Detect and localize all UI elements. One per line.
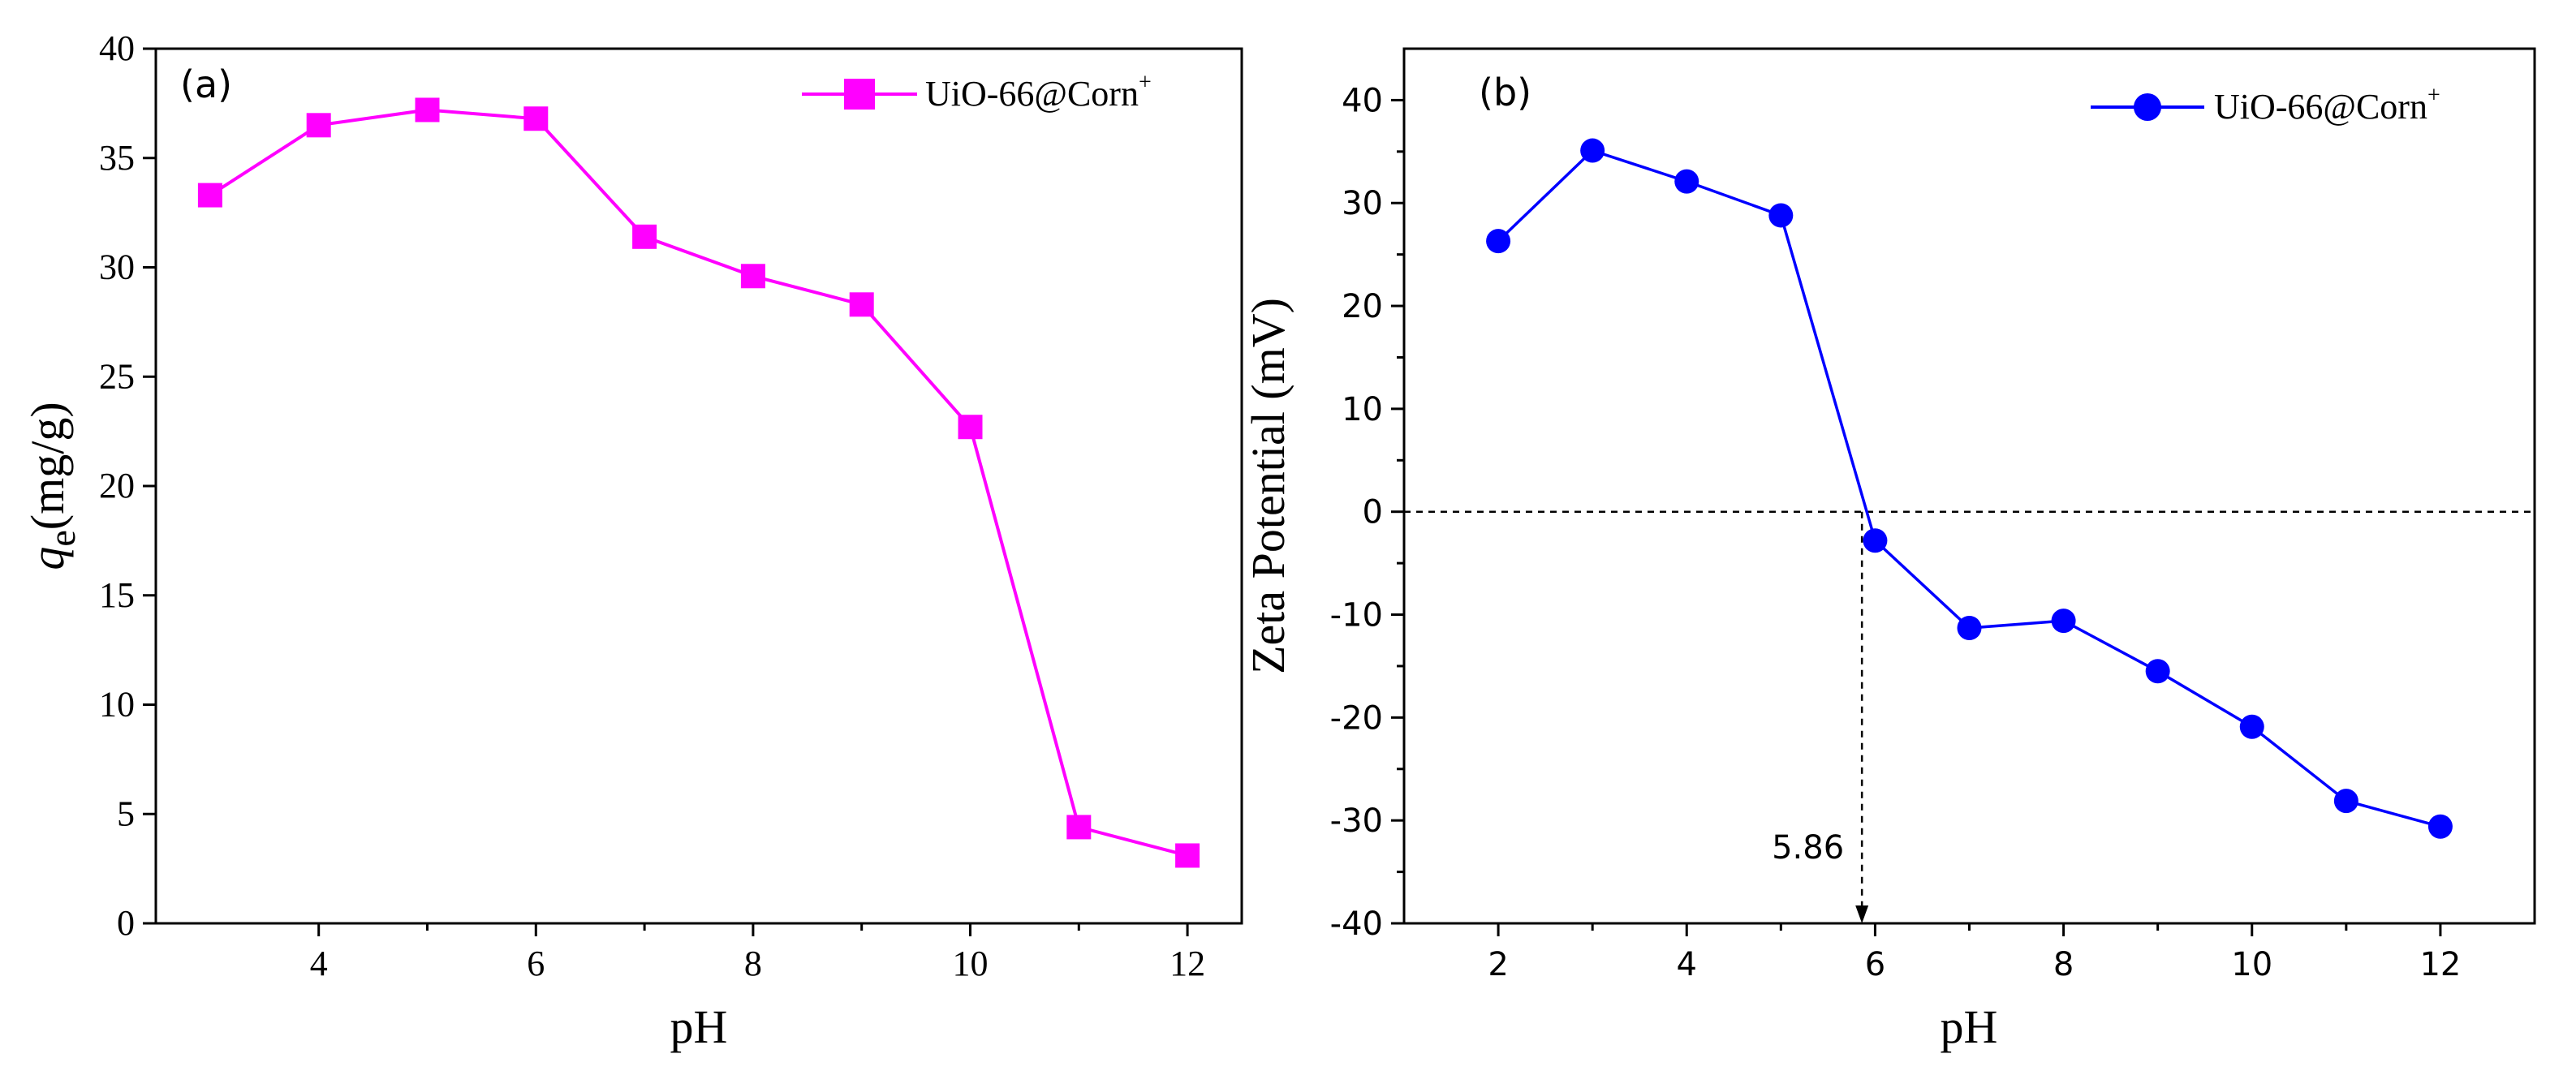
y-tick-label: 35 bbox=[99, 138, 135, 178]
x-axis-label-b: pH bbox=[1941, 1000, 1998, 1053]
data-point bbox=[2427, 814, 2453, 839]
y-tick-label: 10 bbox=[1342, 391, 1383, 428]
y-tick-label: 5 bbox=[117, 794, 135, 833]
data-point bbox=[2239, 714, 2264, 739]
data-point bbox=[1768, 203, 1794, 228]
y-tick-label: 40 bbox=[99, 28, 135, 68]
plot-frame-b bbox=[1402, 47, 2536, 925]
data-point bbox=[632, 224, 657, 249]
x-tick-label: 4 bbox=[310, 944, 328, 983]
data-point bbox=[306, 113, 331, 138]
series-markers-a bbox=[197, 97, 1200, 868]
y-tick-label: 15 bbox=[99, 575, 135, 615]
data-point bbox=[197, 183, 222, 208]
y-tick-label: 20 bbox=[1342, 288, 1383, 325]
data-point bbox=[958, 415, 983, 440]
data-point bbox=[1486, 229, 1511, 254]
x-tick-label: 10 bbox=[2231, 946, 2272, 983]
data-point bbox=[415, 97, 440, 123]
series-line-a bbox=[209, 108, 1188, 858]
data-point bbox=[2145, 659, 2170, 684]
panel-label-b: (b) bbox=[1479, 71, 1531, 114]
y-tick-label: -30 bbox=[1330, 802, 1383, 840]
x-axis-ticks-a: 4 6 8 10 12 bbox=[310, 923, 1205, 983]
x-tick-label: 8 bbox=[744, 944, 762, 983]
data-point bbox=[1674, 169, 1699, 194]
pzc-annotation: 5.86 bbox=[1772, 829, 1844, 867]
series-markers-b bbox=[1486, 138, 2453, 839]
legend-label-a: UiO-66@Corn+ bbox=[925, 70, 1152, 114]
data-point bbox=[523, 106, 549, 131]
y-tick-label: 0 bbox=[117, 903, 135, 943]
plot-frame-a bbox=[154, 47, 1243, 925]
y-axis-label-a: qe(mg/g) bbox=[21, 402, 83, 570]
x-axis-label-a: pH bbox=[670, 1000, 728, 1053]
y-axis-label-b: Zeta Potential (mV) bbox=[1242, 298, 1294, 674]
x-tick-label: 4 bbox=[1677, 946, 1697, 983]
legend-marker-b bbox=[2134, 93, 2161, 121]
panel-label-a: (a) bbox=[180, 62, 232, 106]
x-tick-label: 2 bbox=[1488, 946, 1508, 983]
y-tick-label: -20 bbox=[1330, 699, 1383, 737]
x-tick-label: 12 bbox=[2419, 946, 2461, 983]
data-point bbox=[2333, 789, 2358, 814]
y-tick-label: 20 bbox=[99, 466, 135, 505]
panel-a: 0 5 10 15 20 25 30 35 40 4 6 8 10 12 (a) UiO-66@Corn… bbox=[21, 28, 1243, 1053]
y-tick-label: -40 bbox=[1330, 905, 1383, 943]
data-point bbox=[1957, 616, 1982, 641]
y-tick-label: 40 bbox=[1342, 82, 1383, 119]
data-point bbox=[1066, 815, 1092, 840]
legend-b: UiO-66@Corn+ bbox=[2091, 83, 2440, 127]
series-line-b bbox=[1497, 148, 2441, 828]
pzc-arrow-head bbox=[1855, 905, 1869, 923]
data-point bbox=[2051, 609, 2076, 634]
y-tick-label: 30 bbox=[1342, 185, 1383, 222]
x-tick-label: 6 bbox=[527, 944, 545, 983]
x-tick-label: 12 bbox=[1170, 944, 1205, 983]
data-point bbox=[1863, 528, 1888, 553]
legend-a: UiO-66@Corn+ bbox=[802, 70, 1152, 114]
y-tick-label: 30 bbox=[99, 247, 135, 287]
data-point bbox=[1580, 138, 1605, 163]
y-tick-label: 25 bbox=[99, 356, 135, 396]
x-tick-label: 6 bbox=[1865, 946, 1885, 983]
x-tick-label: 8 bbox=[2053, 946, 2074, 983]
y-tick-label: 0 bbox=[1363, 494, 1383, 531]
y-axis-ticks-b: -40 -30 -20 -10 0 10 20 30 40 bbox=[1330, 82, 1404, 943]
data-point bbox=[1175, 843, 1200, 868]
legend-label-b: UiO-66@Corn+ bbox=[2214, 83, 2440, 127]
data-point bbox=[849, 292, 874, 317]
y-tick-label: -10 bbox=[1330, 597, 1383, 634]
y-axis-ticks-a: 0 5 10 15 20 25 30 35 40 bbox=[99, 28, 156, 943]
x-axis-ticks-b: 2 4 6 8 10 12 bbox=[1488, 923, 2461, 983]
x-tick-label: 10 bbox=[953, 944, 989, 983]
legend-marker-a bbox=[844, 79, 875, 110]
y-tick-label: 10 bbox=[99, 685, 135, 725]
data-point bbox=[740, 264, 765, 289]
